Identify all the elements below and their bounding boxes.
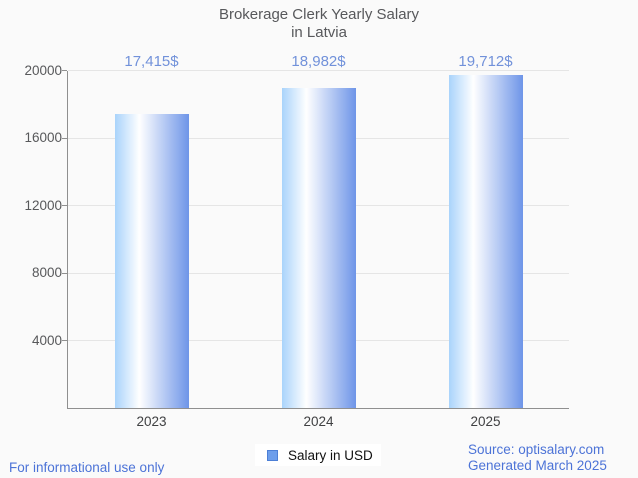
disclaimer-text: For informational use only bbox=[9, 460, 165, 475]
y-axis-tick bbox=[62, 137, 67, 139]
x-axis-line bbox=[67, 408, 569, 409]
legend[interactable]: Salary in USD bbox=[255, 444, 381, 466]
salary-bar bbox=[448, 75, 523, 408]
x-axis-label: 2025 bbox=[470, 414, 501, 429]
legend-label: Salary in USD bbox=[288, 447, 373, 463]
bar-value-label: 19,712$ bbox=[458, 53, 513, 70]
chart-title-line2: in Latvia bbox=[291, 24, 347, 41]
y-axis-tick bbox=[62, 205, 67, 206]
y-axis-tick bbox=[62, 272, 67, 274]
bar-value-label: 18,982$ bbox=[291, 53, 346, 70]
y-axis-label: 8000 bbox=[31, 265, 62, 280]
source-link[interactable]: Source: optisalary.com bbox=[468, 442, 605, 457]
x-axis-label: 2024 bbox=[303, 414, 334, 429]
legend-swatch-icon bbox=[267, 449, 278, 461]
y-axis-tick bbox=[62, 70, 67, 71]
y-axis-label: 12000 bbox=[24, 197, 62, 213]
x-axis-label: 2023 bbox=[136, 414, 167, 429]
y-axis-line bbox=[67, 70, 68, 408]
gridline bbox=[68, 70, 569, 71]
y-axis-tick bbox=[62, 340, 67, 341]
generated-date: Generated March 2025 bbox=[468, 458, 607, 473]
y-axis-label: 20000 bbox=[24, 62, 62, 78]
bar-value-label: 17,415$ bbox=[124, 53, 179, 70]
y-axis-label: 16000 bbox=[24, 130, 62, 145]
footer-source-block: Source: optisalary.com Generated March 2… bbox=[468, 442, 607, 474]
chart-title-line1: Brokerage Clerk Yearly Salary bbox=[218, 6, 420, 23]
salary-bar bbox=[114, 114, 189, 408]
salary-bar bbox=[281, 87, 356, 408]
y-axis-label: 4000 bbox=[31, 332, 62, 348]
chart-title: Brokerage Clerk Yearly Salary in Latvia bbox=[0, 6, 638, 42]
